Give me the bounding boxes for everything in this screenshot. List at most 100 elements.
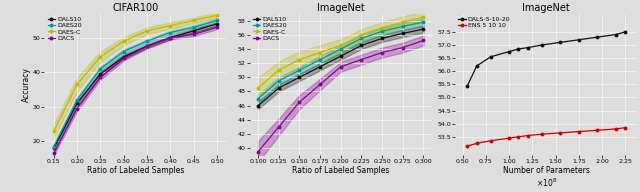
- DAES-C: [316, 51, 324, 54]
- DAES20: [73, 99, 81, 101]
- DALS-5-10-20: [487, 56, 495, 58]
- DALS-5-10-20: [575, 39, 582, 41]
- DAES20: [190, 26, 198, 29]
- DAES-C: [97, 55, 104, 58]
- X-axis label: Number of Parameters
$\times 10^8$: Number of Parameters $\times 10^8$: [503, 166, 589, 189]
- DAES20: [358, 37, 365, 40]
- Line: DAES-C: DAES-C: [257, 16, 425, 89]
- DALS10: [97, 73, 104, 75]
- ENS 5 10 10: [593, 129, 601, 131]
- DAES20: [97, 68, 104, 70]
- DACS: [190, 33, 198, 36]
- DAES20: [420, 21, 428, 23]
- DACS: [213, 26, 221, 29]
- DALS10: [420, 28, 428, 30]
- DACS: [143, 45, 151, 48]
- X-axis label: Ratio of Labeled Samples: Ratio of Labeled Samples: [292, 166, 390, 175]
- DACS: [337, 65, 345, 68]
- Line: DAES20: DAES20: [52, 19, 218, 148]
- DACS: [275, 126, 283, 128]
- DAES20: [254, 97, 262, 100]
- ENS 5 10 10: [556, 132, 564, 134]
- DAES-C: [399, 21, 406, 23]
- DALS10: [296, 76, 303, 79]
- Line: DALS10: DALS10: [52, 23, 218, 150]
- DALS-5-10-20: [556, 41, 564, 44]
- DACS: [378, 51, 386, 54]
- DALS-5-10-20: [538, 44, 545, 46]
- DAES20: [275, 80, 283, 82]
- DAES20: [296, 69, 303, 71]
- Line: DALS10: DALS10: [257, 28, 425, 107]
- Line: DALS-5-10-20: DALS-5-10-20: [466, 31, 627, 87]
- Line: DACS: DACS: [257, 39, 425, 153]
- DALS-5-10-20: [473, 65, 481, 67]
- DACS: [399, 46, 406, 49]
- DACS: [120, 57, 127, 60]
- DAES-C: [213, 14, 221, 17]
- DAES-C: [337, 44, 345, 47]
- DAES-C: [120, 40, 127, 42]
- Title: ImageNet: ImageNet: [317, 3, 365, 13]
- DALS10: [337, 55, 345, 57]
- DACS: [166, 37, 174, 39]
- DAES20: [120, 50, 127, 53]
- DALS10: [316, 65, 324, 68]
- ENS 5 10 10: [575, 130, 582, 133]
- DACS: [97, 76, 104, 79]
- ENS 5 10 10: [506, 137, 513, 139]
- DALS10: [275, 87, 283, 89]
- Legend: DALS-5-10-20, ENS 5 10 10: DALS-5-10-20, ENS 5 10 10: [457, 15, 512, 30]
- DALS10: [190, 30, 198, 32]
- DAES20: [166, 31, 174, 34]
- DALS10: [73, 102, 81, 104]
- DALS10: [358, 44, 365, 47]
- DACS: [358, 58, 365, 61]
- DALS-5-10-20: [515, 48, 522, 50]
- DAES-C: [166, 25, 174, 27]
- DACS: [50, 152, 58, 155]
- DALS-5-10-20: [621, 31, 629, 33]
- DACS: [316, 83, 324, 85]
- DAES20: [337, 48, 345, 50]
- DALS10: [254, 104, 262, 107]
- Title: CIFAR100: CIFAR100: [112, 3, 159, 13]
- DACS: [73, 107, 81, 110]
- DALS10: [399, 32, 406, 35]
- Line: DAES-C: DAES-C: [52, 14, 218, 132]
- ENS 5 10 10: [538, 133, 545, 135]
- Title: ImageNet: ImageNet: [522, 3, 570, 13]
- DAES-C: [190, 19, 198, 22]
- DAES-C: [254, 87, 262, 89]
- DAES-C: [50, 130, 58, 132]
- DAES-C: [143, 30, 151, 32]
- ENS 5 10 10: [487, 140, 495, 142]
- ENS 5 10 10: [621, 127, 629, 129]
- ENS 5 10 10: [515, 136, 522, 138]
- DACS: [420, 39, 428, 42]
- Line: DAES20: DAES20: [257, 21, 425, 100]
- DAES-C: [420, 16, 428, 18]
- ENS 5 10 10: [463, 145, 471, 147]
- Legend: DALS10, DAES20, DAES-C, DACS: DALS10, DAES20, DAES-C, DACS: [46, 15, 83, 42]
- DACS: [296, 101, 303, 103]
- DAES20: [213, 19, 221, 22]
- DALS10: [120, 55, 127, 58]
- DALS-5-10-20: [593, 36, 601, 38]
- DAES-C: [275, 69, 283, 71]
- DAES20: [378, 30, 386, 32]
- ENS 5 10 10: [612, 128, 620, 130]
- DALS-5-10-20: [506, 50, 513, 53]
- DALS10: [378, 37, 386, 40]
- DAES20: [316, 58, 324, 61]
- DAES-C: [73, 83, 81, 85]
- X-axis label: Ratio of Labeled Samples: Ratio of Labeled Samples: [86, 166, 184, 175]
- DAES-C: [358, 34, 365, 36]
- DAES20: [399, 25, 406, 27]
- DALS10: [50, 147, 58, 149]
- DALS-5-10-20: [612, 33, 620, 36]
- Line: ENS 5 10 10: ENS 5 10 10: [466, 126, 627, 147]
- ENS 5 10 10: [473, 142, 481, 145]
- DALS10: [166, 37, 174, 39]
- Legend: DALS10, DAES20, DAES-C, DACS: DALS10, DAES20, DAES-C, DACS: [252, 15, 288, 42]
